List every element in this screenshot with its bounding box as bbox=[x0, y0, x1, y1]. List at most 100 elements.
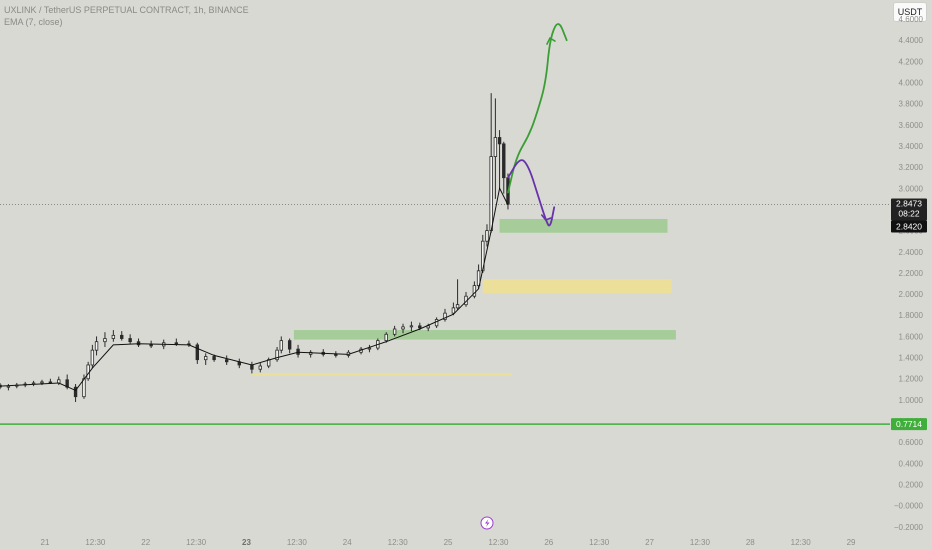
bearish-projection bbox=[507, 159, 556, 227]
candle-body bbox=[279, 340, 283, 351]
y-tick-label: 2.2000 bbox=[899, 269, 924, 278]
x-tick-label: 12:30 bbox=[85, 538, 106, 547]
y-tick-label: 3.0000 bbox=[899, 184, 924, 193]
candle-body bbox=[401, 326, 405, 330]
candle-body bbox=[250, 364, 254, 370]
candle-body bbox=[296, 348, 300, 355]
x-tick-label: 12:30 bbox=[287, 538, 308, 547]
yellow-zone bbox=[482, 279, 672, 294]
chart-title: UXLINK / TetherUS PERPETUAL CONTRACT, 1h… bbox=[4, 5, 249, 15]
candle-body bbox=[120, 334, 124, 339]
candle-body bbox=[472, 285, 477, 297]
candle-body bbox=[455, 304, 460, 309]
x-tick-label: 24 bbox=[343, 538, 352, 547]
candle-body bbox=[136, 341, 141, 346]
candle-body bbox=[195, 344, 200, 361]
candle-body bbox=[40, 381, 44, 384]
support-zone-upper bbox=[499, 218, 668, 233]
annotation-layer bbox=[507, 23, 568, 227]
candle-body bbox=[212, 356, 216, 361]
bullish-projection bbox=[507, 23, 568, 194]
candle-body bbox=[489, 156, 493, 232]
candle-body bbox=[409, 325, 414, 328]
last-price-value: 2.8473 bbox=[896, 198, 922, 208]
candle-body bbox=[451, 307, 456, 314]
currency-button[interactable]: USDT bbox=[893, 2, 927, 22]
x-tick-label: 12:30 bbox=[186, 538, 207, 547]
candle-body bbox=[258, 365, 262, 370]
candle-body bbox=[497, 137, 502, 145]
indicator-legend: EMA (7, close) bbox=[4, 17, 63, 27]
x-tick-label: 21 bbox=[41, 538, 50, 547]
y-tick-label: 2.4000 bbox=[899, 248, 924, 257]
y-tick-label: 0.4000 bbox=[899, 459, 924, 468]
candle-body bbox=[392, 328, 397, 335]
y-tick-label: 1.0000 bbox=[899, 396, 924, 405]
y-tick-label: 1.2000 bbox=[899, 375, 924, 384]
x-tick-label: 12:30 bbox=[388, 538, 409, 547]
candle-body bbox=[434, 319, 439, 327]
x-tick-label: 28 bbox=[746, 538, 755, 547]
y-tick-label: 2.0000 bbox=[899, 290, 924, 299]
candle-body bbox=[149, 344, 153, 347]
y-tick-label: 4.2000 bbox=[899, 57, 924, 66]
bullish-arrowhead bbox=[546, 36, 556, 45]
bearish-arrowhead bbox=[540, 214, 552, 222]
faint-yellow-line bbox=[251, 373, 513, 376]
x-tick-label: 12:30 bbox=[488, 538, 509, 547]
y-tick-label: −0.2000 bbox=[894, 523, 924, 532]
y-tick-label: 3.2000 bbox=[899, 163, 924, 172]
y-tick-label: 1.4000 bbox=[899, 354, 924, 363]
support-zone-lower bbox=[293, 330, 676, 340]
candle-body bbox=[73, 386, 78, 398]
candle-body bbox=[493, 137, 498, 157]
x-tick-label: 25 bbox=[444, 538, 453, 547]
y-tick-label: 3.8000 bbox=[899, 100, 924, 109]
y-tick-label: 0.2000 bbox=[899, 481, 924, 490]
x-axis: 21 12:30 22 12:30 23 12:30 24 12:30 25 12:30 26 12:… bbox=[41, 538, 856, 547]
y-tick-label: 4.6000 bbox=[899, 15, 924, 24]
x-tick-label: 22 bbox=[141, 538, 150, 547]
candle-body bbox=[6, 385, 11, 388]
candle-body bbox=[502, 143, 506, 179]
last-price-tag bbox=[891, 198, 927, 221]
candle-body bbox=[128, 338, 132, 343]
candle-body bbox=[476, 270, 481, 287]
candle-body bbox=[82, 378, 86, 398]
candle-body bbox=[443, 312, 447, 320]
y-tick-label: 1.8000 bbox=[899, 311, 924, 320]
level-tag-value: 0.7714 bbox=[896, 419, 922, 429]
candle-body bbox=[287, 340, 292, 350]
y-axis: 4.6000 4.4000 4.2000 4.0000 3.8000 3.6000 3.40… bbox=[894, 15, 924, 532]
levels-layer bbox=[0, 203, 890, 425]
candle-body bbox=[204, 356, 208, 361]
ema-tag-value: 2.8420 bbox=[896, 221, 922, 231]
x-tick-label: 26 bbox=[544, 538, 553, 547]
ema-tag bbox=[891, 220, 927, 233]
candle-body bbox=[334, 353, 338, 356]
candle-body bbox=[367, 347, 372, 350]
y-tick-label: 3.6000 bbox=[899, 121, 924, 130]
x-tick-label: 12:30 bbox=[791, 538, 812, 547]
candles-layer bbox=[0, 93, 510, 402]
candle-body bbox=[57, 379, 61, 384]
x-tick-label: 29 bbox=[847, 538, 856, 547]
y-tick-label: 4.0000 bbox=[899, 79, 924, 88]
ema-line bbox=[0, 186, 509, 392]
candle-body bbox=[111, 334, 116, 339]
zones-layer bbox=[251, 218, 676, 376]
candle-body bbox=[174, 342, 179, 345]
ema-layer bbox=[0, 186, 509, 392]
x-tick-label: 12:30 bbox=[589, 538, 610, 547]
x-tick-label: 27 bbox=[645, 538, 654, 547]
candle-body bbox=[485, 230, 489, 242]
level-tag bbox=[891, 418, 927, 431]
x-tick-label: 12:30 bbox=[690, 538, 711, 547]
candle-body bbox=[90, 349, 95, 366]
replay-icon[interactable] bbox=[480, 516, 494, 530]
candle-body bbox=[418, 325, 422, 329]
countdown-value: 08:22 bbox=[898, 208, 920, 218]
x-tick-label: 23 bbox=[242, 538, 251, 547]
